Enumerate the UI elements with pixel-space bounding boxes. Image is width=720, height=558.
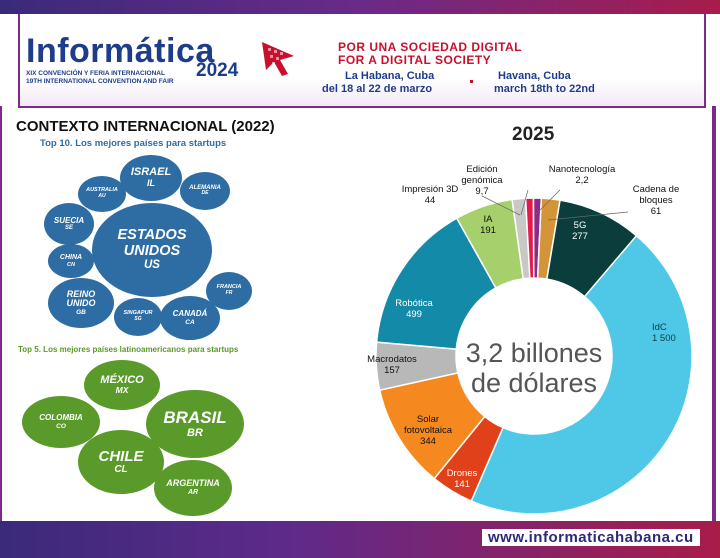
- separator-dot: [470, 80, 473, 83]
- country-name: COLOMBIA: [39, 413, 83, 423]
- country-name: REINO UNIDO: [66, 288, 96, 309]
- content-frame: [0, 106, 716, 521]
- country-name: CHILE: [98, 447, 144, 465]
- city-es: La Habana, Cuba: [345, 70, 435, 82]
- logo-title: Informática: [26, 32, 215, 70]
- event-header: Informática 2024 XIX CONVENCIÓN Y FERIA …: [18, 14, 706, 108]
- country-name: SUECIA: [53, 215, 85, 225]
- header-background: [20, 14, 704, 106]
- top5-title: Top 5. Los mejores países latinoamerican…: [18, 345, 239, 354]
- logo-subtitle-en: 19TH INTERNATIONAL CONVENTION AND FAIR: [26, 78, 174, 85]
- country-name: SINGAPUR: [123, 310, 153, 317]
- bubble-au: AUSTRALIA AU: [78, 176, 126, 212]
- logo-year: 2024: [196, 60, 239, 81]
- country-code: US: [144, 258, 160, 271]
- country-code: FR: [225, 290, 233, 297]
- bubble-br: BRASIL BR: [146, 390, 244, 458]
- country-name: ALEMANIA: [189, 185, 221, 192]
- logo-subtitle-es: XIX CONVENCIÓN Y FERIA INTERNACIONAL: [26, 70, 165, 77]
- top10-title: Top 10. Los mejores países para startups: [40, 138, 227, 149]
- city-en: Havana, Cuba: [498, 70, 571, 82]
- country-name: CANADÁ: [172, 309, 208, 319]
- country-name: AUSTRALIA: [86, 187, 118, 194]
- country-code: BR: [187, 426, 203, 439]
- bubble-ar: ARGENTINA AR: [154, 460, 232, 516]
- bubble-sg: SINGAPUR SG: [114, 298, 162, 336]
- bubble-fr: FRANCIA FR: [206, 272, 252, 310]
- country-code: MX: [115, 385, 129, 396]
- country-code: AU: [98, 193, 106, 200]
- bubble-ca: CANADÁ CA: [160, 296, 220, 340]
- bubble-mx: MÉXICO MX: [84, 360, 160, 410]
- top-banner-bar: [0, 0, 720, 14]
- slogan-en: FOR A DIGITAL SOCIETY: [338, 53, 492, 67]
- country-name: CHINA: [59, 254, 83, 262]
- country-code: DE: [201, 190, 209, 197]
- bubble-cn: CHINA CN: [48, 244, 94, 278]
- country-code: CA: [185, 318, 195, 326]
- country-code: SG: [134, 316, 142, 323]
- country-code: CL: [114, 464, 128, 476]
- dates-es: del 18 al 22 de marzo: [322, 83, 433, 95]
- slogan-es: POR UNA SOCIEDAD DIGITAL: [338, 40, 523, 54]
- bubble-il: ISRAEL IL: [120, 155, 182, 201]
- bubble-us: ESTADOS UNIDOS US: [92, 203, 212, 297]
- context-title: CONTEXTO INTERNACIONAL (2022): [16, 118, 275, 135]
- bubble-gb: REINO UNIDO GB: [48, 278, 114, 328]
- country-code: GB: [76, 308, 86, 316]
- country-name: ARGENTINA: [166, 478, 220, 489]
- country-name: MÉXICO: [100, 373, 144, 386]
- dates-en: march 18th to 22nd: [494, 83, 595, 95]
- country-code: AR: [187, 488, 199, 496]
- bubble-co: COLOMBIA CO: [22, 396, 100, 448]
- country-code: CO: [56, 422, 66, 430]
- bubble-se: SUECIA SE: [44, 203, 94, 245]
- bubble-de: ALEMANIA DE: [180, 172, 230, 210]
- website-link[interactable]: www.informaticahabana.cu: [482, 529, 700, 546]
- country-code: CN: [67, 261, 75, 268]
- country-name: ESTADOS UNIDOS: [117, 227, 187, 259]
- country-code: SE: [64, 224, 73, 231]
- cursor-logo-icon: [262, 42, 294, 76]
- country-name: BRASIL: [163, 408, 227, 428]
- country-name: FRANCIA: [216, 284, 242, 291]
- country-code: IL: [147, 177, 155, 188]
- bubble-cl: CHILE CL: [78, 430, 164, 494]
- chart-title: 2025: [512, 124, 555, 145]
- country-name: ISRAEL: [130, 166, 172, 179]
